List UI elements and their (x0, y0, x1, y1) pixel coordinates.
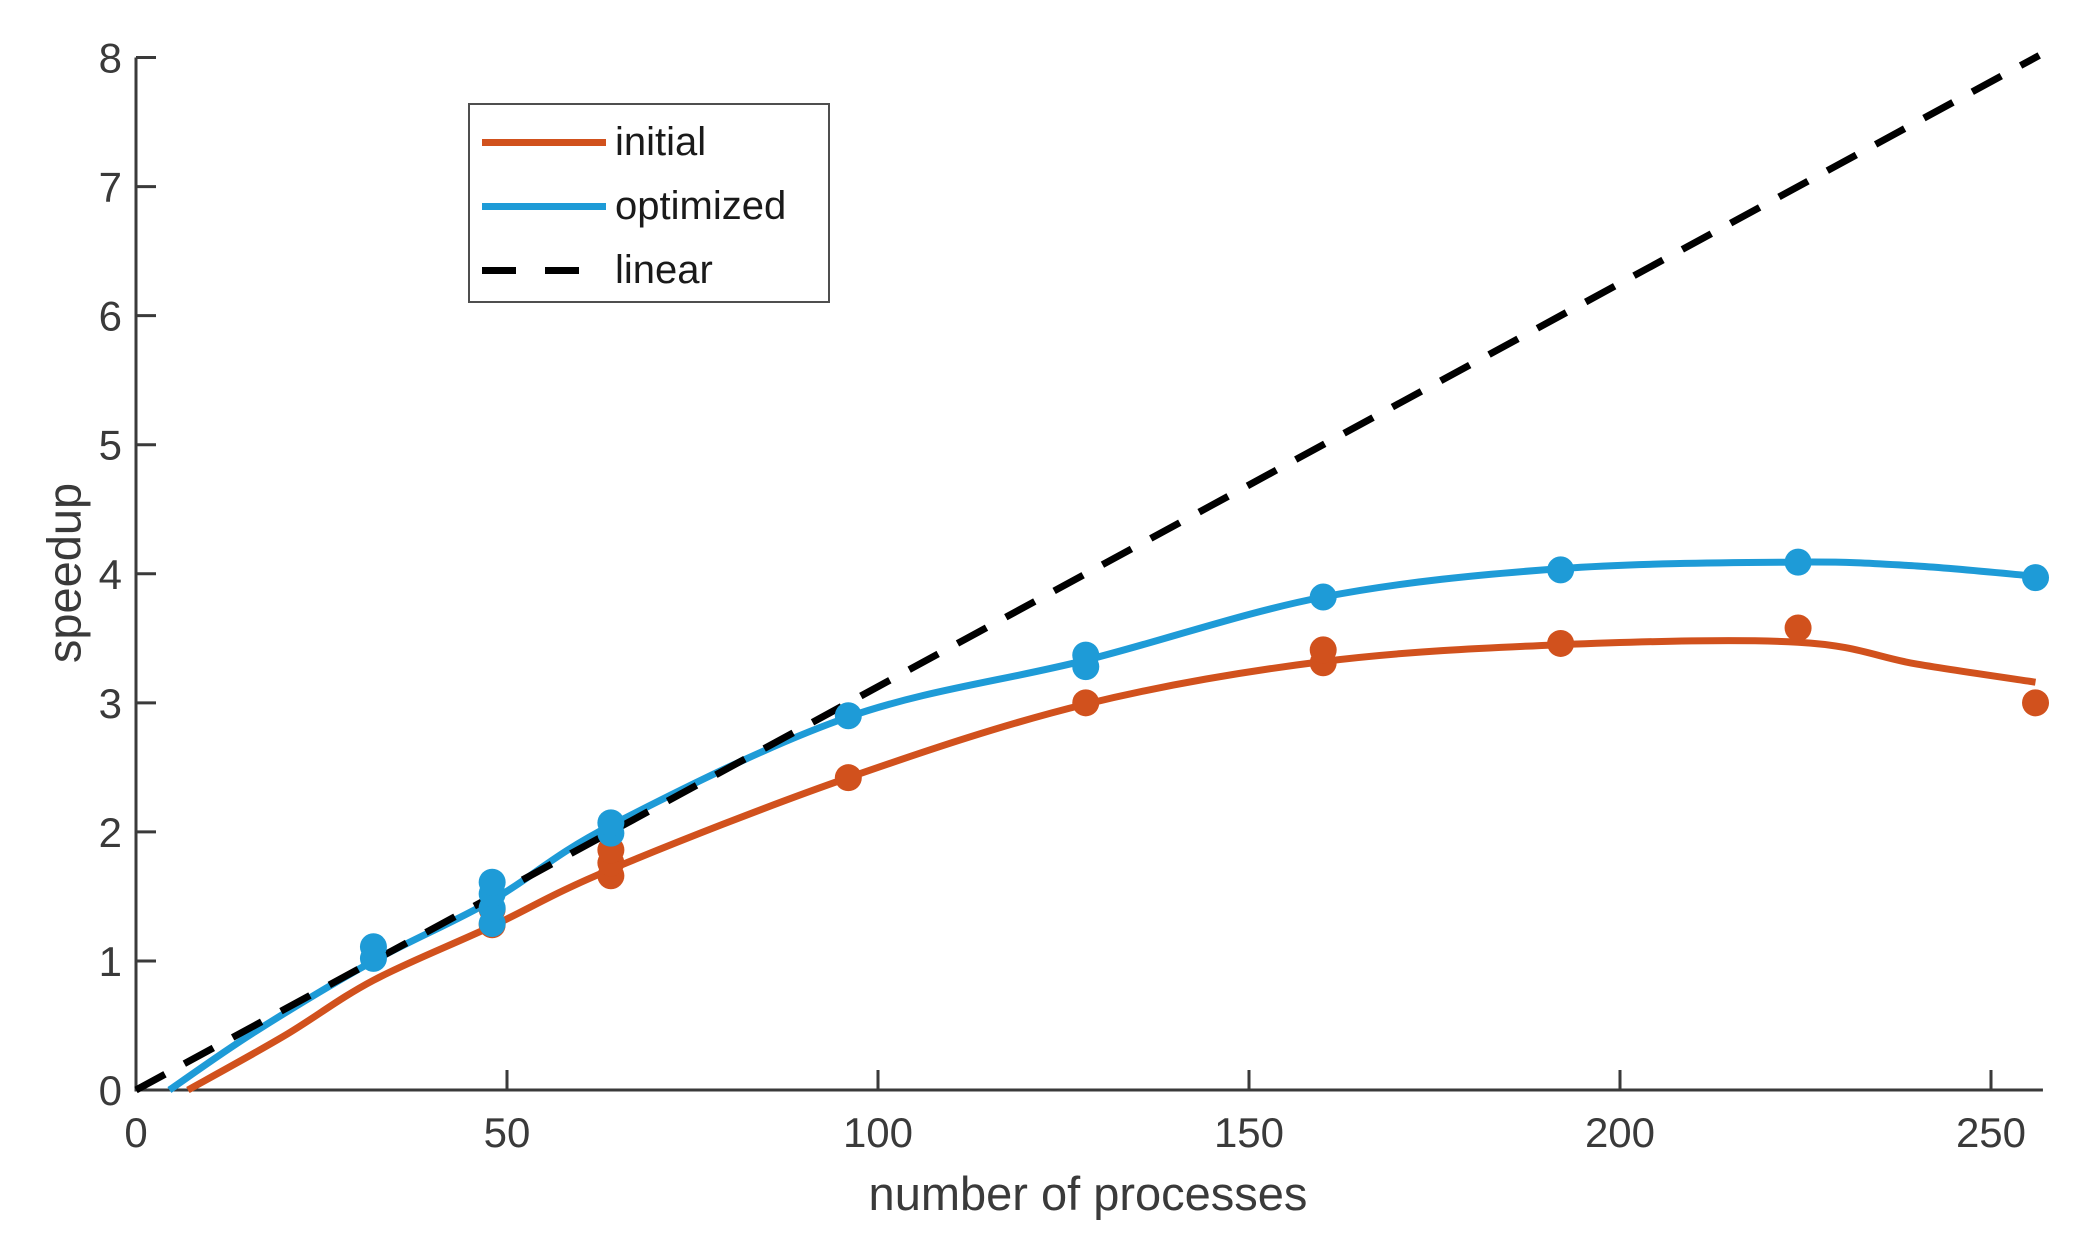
y-tick-label: 1 (99, 938, 122, 985)
y-tick-label: 5 (99, 422, 122, 469)
initial-curve (186, 637, 2037, 1094)
y-tick-label: 4 (99, 551, 122, 598)
x-tick-label: 150 (1214, 1109, 1284, 1156)
x-tick-label: 0 (124, 1109, 147, 1156)
optimized-data-point (597, 809, 625, 837)
legend: initial optimized linear (468, 103, 830, 303)
y-tick-label: 2 (99, 809, 122, 856)
y-tick-label: 6 (99, 293, 122, 340)
legend-label-optimized: optimized (615, 184, 787, 228)
y-tick-label: 0 (99, 1067, 122, 1114)
x-tick-label: 250 (1956, 1109, 2026, 1156)
y-tick-label: 7 (99, 164, 122, 211)
optimized-data-point (359, 933, 387, 961)
legend-label-initial: initial (615, 120, 707, 164)
optimized-data-point (478, 868, 506, 896)
initial-data-point (1072, 689, 1100, 717)
legend-entry-linear: linear (470, 238, 828, 302)
x-tick-label: 200 (1585, 1109, 1655, 1156)
legend-label-linear: linear (615, 248, 713, 292)
initial-data-point (834, 764, 862, 792)
legend-entry-optimized: optimized (470, 174, 828, 238)
initial-data-point (1309, 636, 1337, 664)
initial-data-point (2022, 689, 2050, 717)
x-tick-label: 50 (484, 1109, 531, 1156)
optimized-data-point (1784, 548, 1812, 576)
x-axis-label: number of processes (868, 1167, 1308, 1220)
optimized-data-point (1072, 641, 1100, 669)
y-axis-label: speedup (37, 482, 91, 664)
linear-reference-line (134, 52, 2041, 1094)
optimized-line-sample (482, 202, 606, 210)
y-tick-label: 8 (99, 35, 122, 82)
legend-entry-initial: initial (470, 110, 828, 174)
initial-data-point (1784, 614, 1812, 642)
optimized-data-point (834, 702, 862, 730)
initial-data-point (1547, 629, 1575, 657)
optimized-data-point (2022, 564, 2050, 592)
y-tick-label: 3 (99, 680, 122, 727)
optimized-data-point (1547, 556, 1575, 584)
initial-line-sample (482, 138, 606, 146)
optimized-data-point (1309, 583, 1337, 611)
x-tick-label: 100 (843, 1109, 913, 1156)
linear-line-sample (482, 266, 606, 274)
